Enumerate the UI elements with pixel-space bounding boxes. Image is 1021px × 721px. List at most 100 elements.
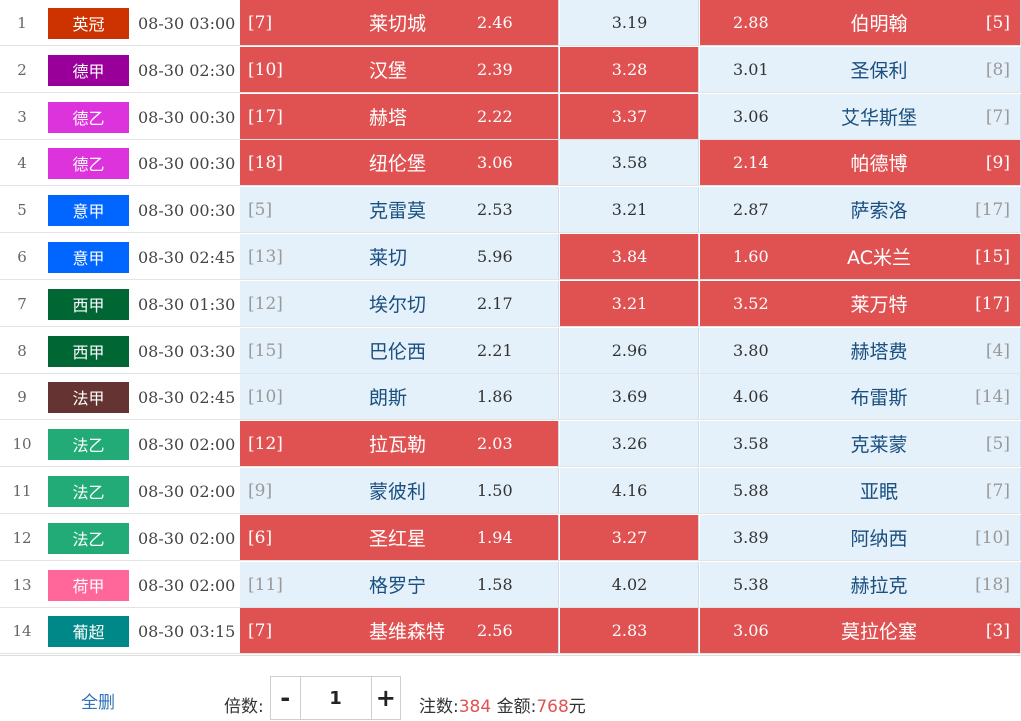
away-win-option[interactable]: 3.01 圣保利 [8] [700,47,1021,92]
league-badge[interactable]: 法乙 [48,475,129,507]
away-win-option[interactable]: 5.38 赫拉克 [18] [700,562,1021,607]
draw-option[interactable]: 3.27 [560,515,699,560]
bets-count: 384 [458,697,492,717]
draw-option[interactable]: 2.83 [560,608,699,653]
home-win-option[interactable]: [17] 赫塔 2.22 [240,94,559,139]
plus-icon[interactable]: + [375,684,396,712]
match-row: 12 法乙 08-30 02:00 [6] 圣红星 1.94 3.27 3.89 阿纳西 [10] [0,515,1021,561]
draw-option[interactable]: 2.96 [560,328,699,373]
away-win-option[interactable]: 3.52 莱万特 [17] [700,281,1021,326]
home-team: 纽伦堡 [369,153,427,175]
league-cell: 英冠 [48,0,129,46]
home-win-option[interactable]: [10] 汉堡 2.39 [240,47,559,92]
home-team: 赫塔 [369,107,408,129]
away-win-option[interactable]: 4.06 布雷斯 [14] [700,374,1021,419]
match-row: 13 荷甲 08-30 02:00 [11] 格罗宁 1.58 4.02 5.38 赫拉克 [18… [0,562,1021,608]
home-win-option[interactable]: [7] 莱切城 2.46 [240,0,559,45]
away-win-option[interactable]: 3.06 艾华斯堡 [7] [700,94,1021,139]
league-badge[interactable]: 西甲 [48,335,129,367]
home-win-option[interactable]: [7] 基维森特 2.56 [240,608,559,653]
match-time: 08-30 00:30 [138,153,236,173]
home-win-option[interactable]: [18] 纽伦堡 3.06 [240,140,559,185]
home-rank: [11] [248,574,283,595]
away-win-option[interactable]: 1.60 AC米兰 [15] [700,234,1021,279]
league-badge[interactable]: 意甲 [48,241,129,273]
league-badge[interactable]: 德乙 [48,147,129,179]
draw-option[interactable]: 3.84 [560,234,699,279]
draw-option[interactable]: 3.26 [560,421,699,466]
draw-option[interactable]: 3.69 [560,374,699,419]
draw-odds: 4.02 [611,575,648,594]
home-win-option[interactable]: [13] 莱切 5.96 [240,234,559,279]
lose-odds: 5.88 [733,481,769,500]
minus-icon[interactable]: - [280,684,291,712]
league-badge[interactable]: 法甲 [48,381,129,413]
lose-odds: 3.80 [733,341,769,360]
draw-option[interactable]: 3.58 [560,140,699,185]
draw-option[interactable]: 3.28 [560,47,699,92]
clear-all-button[interactable]: 全删 [81,693,115,713]
home-win-option[interactable]: [9] 蒙彼利 1.50 [240,468,559,513]
home-team: 克雷莫 [369,200,427,222]
multiplier-input[interactable] [299,677,372,719]
home-team: 莱切城 [369,13,427,35]
home-win-option[interactable]: [11] 格罗宁 1.58 [240,562,559,607]
away-win-option[interactable]: 5.88 亚眠 [7] [700,468,1021,513]
away-win-option[interactable]: 3.80 赫塔费 [4] [700,328,1021,373]
draw-option[interactable]: 3.19 [560,0,699,45]
draw-odds: 4.16 [611,481,648,500]
league-badge[interactable]: 德乙 [48,101,129,133]
league-badge[interactable]: 葡超 [48,615,129,647]
away-win-option[interactable]: 3.58 克莱蒙 [5] [700,421,1021,466]
away-rank: [15] [975,246,1010,267]
draw-odds: 3.69 [611,387,648,406]
away-win-option[interactable]: 3.89 阿纳西 [10] [700,515,1021,560]
league-badge[interactable]: 德甲 [48,54,129,86]
home-win-option[interactable]: [10] 朗斯 1.86 [240,374,559,419]
away-team: 阿纳西 [850,528,908,550]
draw-option[interactable]: 3.21 [560,281,699,326]
league-badge[interactable]: 法乙 [48,522,129,554]
league-badge[interactable]: 意甲 [48,194,129,226]
away-win-option[interactable]: 2.88 伯明翰 [5] [700,0,1021,45]
league-badge[interactable]: 西甲 [48,288,129,320]
league-cell: 意甲 [48,187,129,233]
row-number: 4 [17,154,27,172]
match-row: 4 德乙 08-30 00:30 [18] 纽伦堡 3.06 3.58 2.14 帕德博 [9] [0,140,1021,186]
home-rank: [7] [248,12,273,33]
win-odds: 2.39 [477,60,513,79]
away-team: 亚眠 [859,481,898,503]
draw-option[interactable]: 4.02 [560,562,699,607]
draw-odds: 3.27 [611,528,648,547]
away-team: 赫拉克 [850,575,908,597]
match-time: 08-30 03:30 [138,341,236,361]
draw-odds: 3.84 [611,247,648,266]
match-row: 10 法乙 08-30 02:00 [12] 拉瓦勒 2.03 3.26 3.58 克莱蒙 [5] [0,421,1021,467]
bet-summary: 注数:384 金额:768元 [419,692,586,717]
win-odds: 2.21 [477,341,513,360]
draw-option[interactable]: 3.21 [560,187,699,232]
home-rank: [6] [248,527,273,548]
home-win-option[interactable]: [12] 埃尔切 2.17 [240,281,559,326]
draw-option[interactable]: 3.37 [560,94,699,139]
draw-option[interactable]: 4.16 [560,468,699,513]
draw-odds: 3.19 [611,13,648,32]
home-win-option[interactable]: [5] 克雷莫 2.53 [240,187,559,232]
home-win-option[interactable]: [6] 圣红星 1.94 [240,515,559,560]
away-rank: [5] [985,12,1010,33]
away-rank: [17] [975,199,1010,220]
home-win-option[interactable]: [15] 巴伦西 2.21 [240,328,559,373]
home-win-option[interactable]: [12] 拉瓦勒 2.03 [240,421,559,466]
away-win-option[interactable]: 2.14 帕德博 [9] [700,140,1021,185]
match-row: 1 英冠 08-30 03:00 [7] 莱切城 2.46 3.19 2.88 伯明翰 [5] [0,0,1021,46]
footer-divider [0,655,1021,656]
league-badge[interactable]: 英冠 [48,7,129,39]
match-row: 14 葡超 08-30 03:15 [7] 基维森特 2.56 2.83 3.06 莫拉伦塞 [3… [0,608,1021,654]
away-win-option[interactable]: 2.87 萨索洛 [17] [700,187,1021,232]
league-cell: 法乙 [48,421,129,467]
away-win-option[interactable]: 3.06 莫拉伦塞 [3] [700,608,1021,653]
home-rank: [7] [248,620,273,641]
league-badge[interactable]: 法乙 [48,428,129,460]
league-badge[interactable]: 荷甲 [48,569,129,601]
match-time: 08-30 00:30 [138,107,236,127]
